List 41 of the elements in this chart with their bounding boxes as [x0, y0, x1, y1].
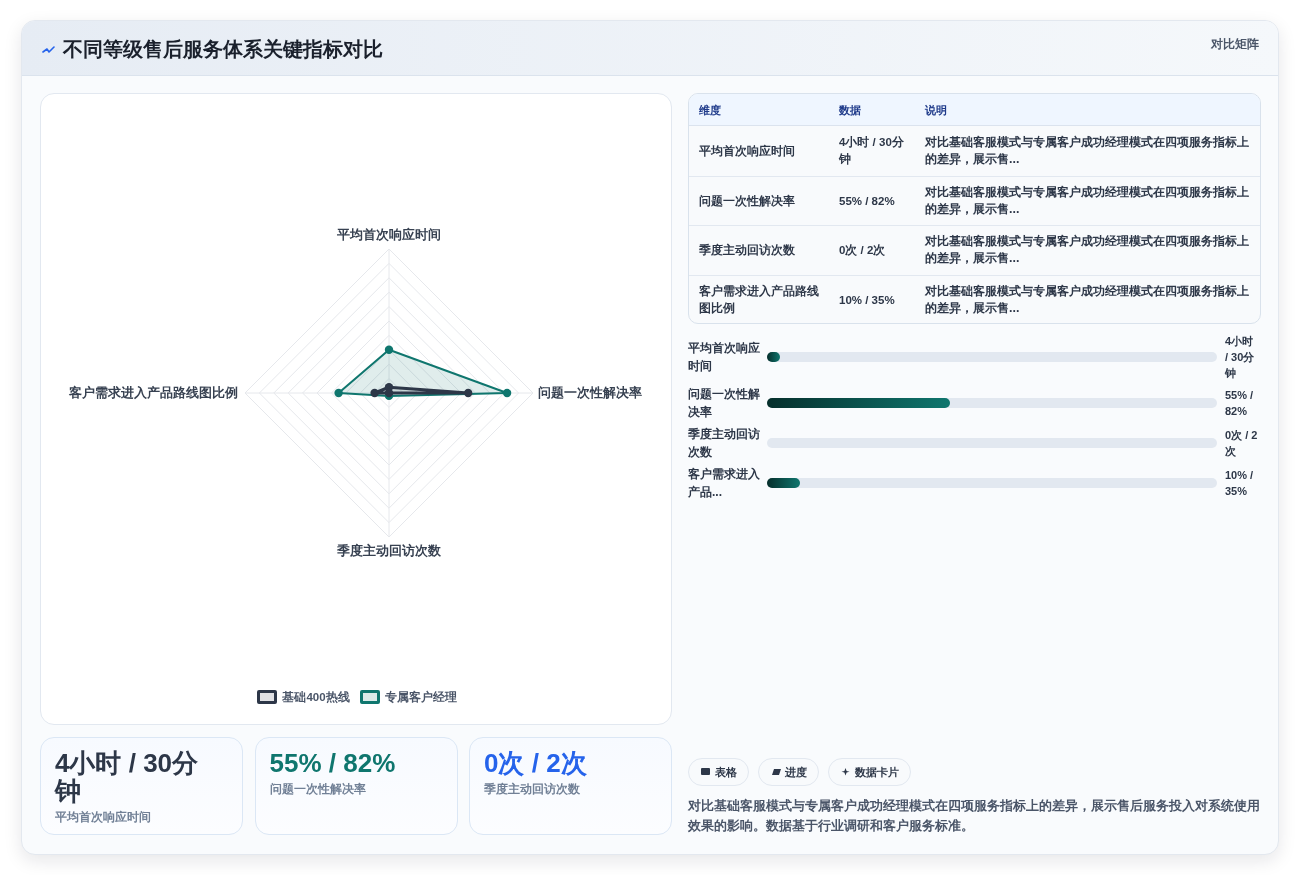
text: 55% / 82%	[269, 748, 397, 778]
y-tick-label: 问题一次性解决率	[688, 386, 761, 421]
text: 数据卡片	[855, 765, 899, 779]
text: 数据	[839, 102, 862, 118]
text: 对比基础客服模式与专属客户成功经理模式在四项服务指标上的差异，展示售...	[925, 133, 1250, 168]
text: 对比基础客服模式与专属客户成功经理模式在四项服务指标上的差异，展示售后服务投入对系统使用效果的影响。数据基于行业调研和客户服务标准。	[688, 797, 1261, 835]
text: 10% / 35%	[839, 292, 896, 308]
text: 0次 / 2次	[839, 242, 887, 258]
text: 季度主动回访次数	[699, 242, 796, 258]
y-tick-label: 客户需求进入产品...	[688, 466, 761, 501]
text: 客户需求进入产品路线图比例	[699, 283, 820, 316]
spoke-label: 平均首次响应时间	[336, 227, 442, 243]
text: 0次 / 2次	[484, 748, 588, 778]
text: 4小时 / 30分钟	[839, 134, 905, 167]
text: 问题一次性解决率	[269, 781, 367, 797]
spoke-label: 问题一次性解决率	[538, 385, 642, 401]
text: 维度	[699, 102, 722, 118]
text: 表格	[715, 765, 737, 779]
data-label: 10% / 35%	[1225, 468, 1255, 499]
text: 问题一次性解决率	[699, 193, 796, 209]
text: 55% / 82%	[839, 193, 896, 209]
text: 平均首次响应时间	[55, 809, 152, 825]
text: 不同等级售后服务体系关键指标对比	[63, 37, 383, 61]
data-label: 0次 / 2次	[1225, 428, 1258, 459]
spoke-label: 季度主动回访次数	[336, 543, 442, 559]
text: 对比基础客服模式与专属客户成功经理模式在四项服务指标上的差异，展示售...	[925, 282, 1250, 317]
data-label: 55% / 82%	[1225, 388, 1255, 419]
legend-label: 基础400热线	[282, 690, 350, 705]
y-tick-label: 平均首次响应时间	[688, 340, 761, 375]
text: 进度	[785, 765, 807, 779]
text: 4小时 / 30分钟	[55, 748, 200, 806]
y-tick-label: 季度主动回访次数	[688, 426, 761, 461]
text: 季度主动回访次数	[484, 781, 581, 797]
text: 平均首次响应时间	[699, 143, 796, 159]
text: 对比矩阵	[1211, 36, 1259, 52]
spoke-label: 客户需求进入产品路线图比例	[69, 385, 238, 401]
text: 对比基础客服模式与专属客户成功经理模式在四项服务指标上的差异，展示售...	[925, 233, 1250, 268]
text: 对比基础客服模式与专属客户成功经理模式在四项服务指标上的差异，展示售...	[925, 183, 1250, 218]
legend-label: 专属客户经理	[384, 689, 457, 705]
data-label: 4小时 / 30分钟	[1225, 334, 1256, 381]
text: 说明	[925, 102, 948, 118]
